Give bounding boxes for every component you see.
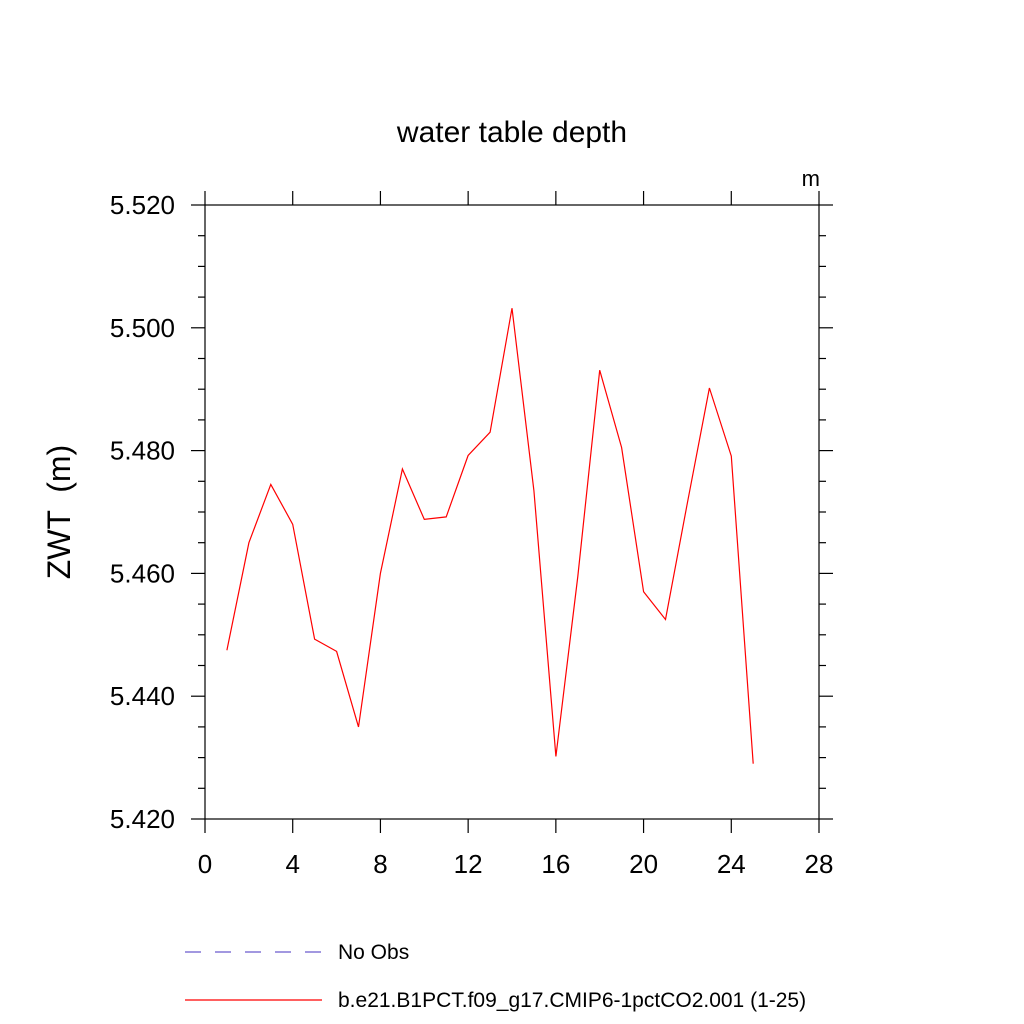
x-tick-label: 16 <box>541 849 570 879</box>
y-tick-label: 5.480 <box>110 436 175 466</box>
x-axis-ticks: 0 4 8 12 16 20 24 28 <box>198 191 834 879</box>
units-label: m <box>802 166 820 191</box>
x-tick-label: 4 <box>285 849 299 879</box>
series-line <box>226 308 754 764</box>
x-tick-label: 28 <box>805 849 834 879</box>
y-tick-label: 5.420 <box>110 804 175 834</box>
series-layer <box>226 308 754 764</box>
legend-label: No Obs <box>338 941 409 964</box>
x-tick-label: 8 <box>373 849 387 879</box>
legend: No Obs b.e21.B1PCT.f09_g17.CMIP6-1pctCO2.… <box>185 941 806 1012</box>
plot-frame <box>204 204 820 820</box>
y-axis-ticks: 5.420 5.440 5.460 5.480 5.500 5.520 <box>110 190 833 834</box>
y-axis-label: ZWT (m) <box>41 445 77 579</box>
y-tick-label: 5.520 <box>110 190 175 220</box>
y-tick-label: 5.440 <box>110 681 175 711</box>
y-tick-label: 5.460 <box>110 558 175 588</box>
legend-label: b.e21.B1PCT.f09_g17.CMIP6-1pctCO2.001 (1… <box>338 989 806 1012</box>
x-tick-label: 12 <box>454 849 483 879</box>
y-tick-label: 5.500 <box>110 313 175 343</box>
chart-title: water table depth <box>396 116 627 149</box>
x-tick-label: 0 <box>198 849 212 879</box>
x-tick-label: 20 <box>629 849 658 879</box>
x-tick-label: 24 <box>717 849 746 879</box>
